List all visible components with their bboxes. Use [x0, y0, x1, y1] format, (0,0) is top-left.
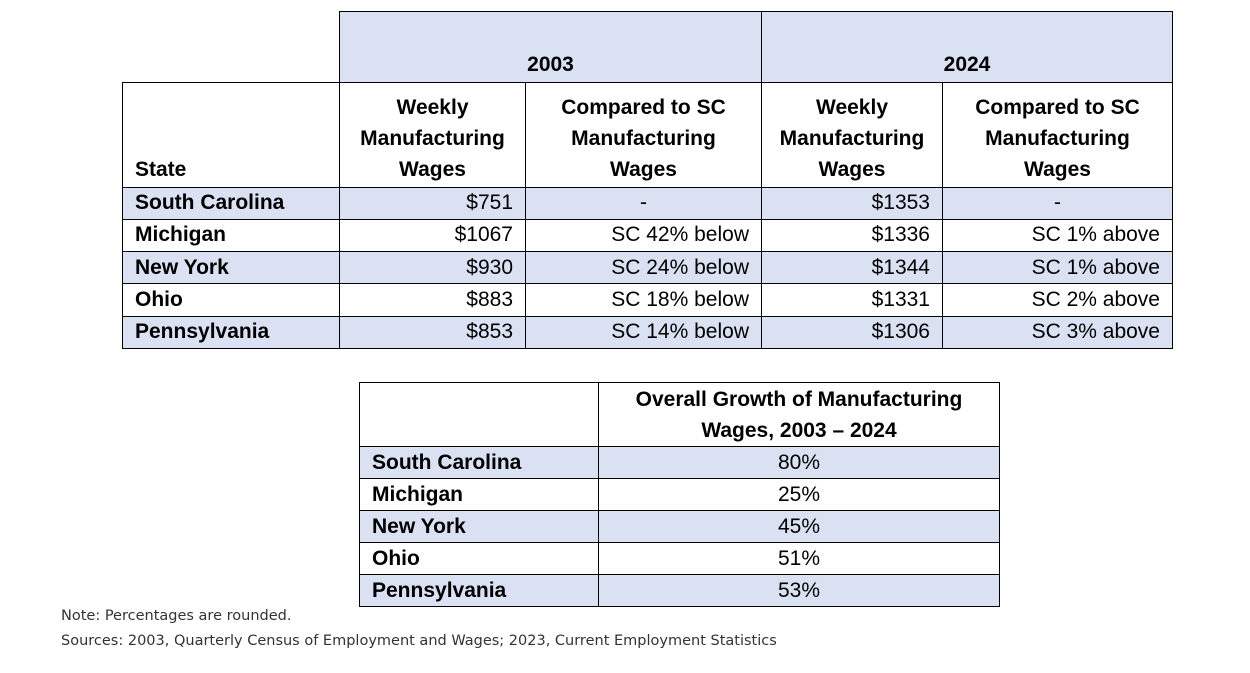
wage-2003-cell: $930 — [339, 251, 526, 285]
empty-corner-cell — [359, 382, 599, 447]
table-row: Pennsylvania 53% — [359, 574, 1000, 607]
table-row: South Carolina 80% — [359, 446, 1000, 479]
year-header-2003: 2003 — [339, 11, 762, 83]
state-cell: South Carolina — [122, 186, 340, 220]
wage-2024-cell: $1353 — [761, 186, 943, 220]
state-cell: Ohio — [122, 283, 340, 317]
growth-header-row: Overall Growth of Manufacturing Wages, 20… — [359, 382, 1000, 447]
weekly-wages-2003-header: Weekly Manufacturing Wages — [339, 81, 526, 188]
empty-corner-cell — [123, 12, 340, 83]
growth-cell: 53% — [598, 574, 1000, 607]
compared-2024-cell: SC 2% above — [942, 283, 1173, 317]
wage-2024-cell: $1331 — [761, 283, 943, 317]
table-row: Ohio $883 SC 18% below $1331 SC 2% above — [122, 283, 1173, 317]
rounding-note: Note: Percentages are rounded. — [61, 608, 292, 624]
compared-2024-header: Compared to SC Manufacturing Wages — [942, 81, 1173, 188]
compared-2003-header: Compared to SC Manufacturing Wages — [525, 81, 762, 188]
growth-table: Overall Growth of Manufacturing Wages, 20… — [359, 382, 1000, 607]
table-row: New York 45% — [359, 510, 1000, 543]
table-row: Michigan 25% — [359, 478, 1000, 511]
state-cell: Michigan — [122, 218, 340, 253]
table-row: Michigan $1067 SC 42% below $1336 SC 1% … — [122, 218, 1173, 253]
table-row: Pennsylvania $853 SC 14% below $1306 SC … — [122, 315, 1173, 350]
year-header-2024: 2024 — [761, 11, 1173, 83]
wage-2003-cell: $883 — [339, 283, 526, 317]
wage-2003-cell: $1067 — [339, 218, 526, 253]
compared-2024-cell: SC 1% above — [942, 218, 1173, 253]
wage-2024-cell: $1306 — [761, 315, 943, 350]
table-row: South Carolina $751 - $1353 - — [122, 186, 1173, 220]
compared-2024-cell: - — [942, 186, 1173, 220]
state-cell: New York — [122, 251, 340, 285]
compared-2024-cell: SC 3% above — [942, 315, 1173, 350]
growth-column-header: Overall Growth of Manufacturing Wages, 20… — [598, 382, 1000, 447]
wage-2003-cell: $853 — [339, 315, 526, 350]
growth-cell: 51% — [598, 542, 1000, 575]
state-cell: Ohio — [359, 542, 599, 575]
table-row: New York $930 SC 24% below $1344 SC 1% a… — [122, 251, 1173, 285]
weekly-wages-2024-header: Weekly Manufacturing Wages — [761, 81, 943, 188]
wage-2024-cell: $1336 — [761, 218, 943, 253]
compared-2003-cell: SC 18% below — [525, 283, 762, 317]
sources-note: Sources: 2003, Quarterly Census of Emplo… — [61, 633, 777, 649]
column-header-row: State Weekly Manufacturing Wages Compared … — [122, 81, 1173, 188]
compared-2003-cell: SC 42% below — [525, 218, 762, 253]
wage-2024-cell: $1344 — [761, 251, 943, 285]
growth-cell: 25% — [598, 478, 1000, 511]
table-row: Ohio 51% — [359, 542, 1000, 575]
state-cell: South Carolina — [359, 446, 599, 479]
compared-2003-cell: SC 14% below — [525, 315, 762, 350]
compared-2003-cell: - — [525, 186, 762, 220]
wages-comparison-table: 2003 2024 State Weekly Manufacturing Wages… — [122, 11, 1173, 350]
growth-cell: 80% — [598, 446, 1000, 479]
state-column-header: State — [122, 81, 340, 188]
state-cell: New York — [359, 510, 599, 543]
state-cell: Pennsylvania — [359, 574, 599, 607]
state-cell: Michigan — [359, 478, 599, 511]
wage-2003-cell: $751 — [339, 186, 526, 220]
year-header-row: 2003 2024 — [123, 11, 1173, 83]
compared-2024-cell: SC 1% above — [942, 251, 1173, 285]
state-cell: Pennsylvania — [122, 315, 340, 350]
growth-cell: 45% — [598, 510, 1000, 543]
compared-2003-cell: SC 24% below — [525, 251, 762, 285]
